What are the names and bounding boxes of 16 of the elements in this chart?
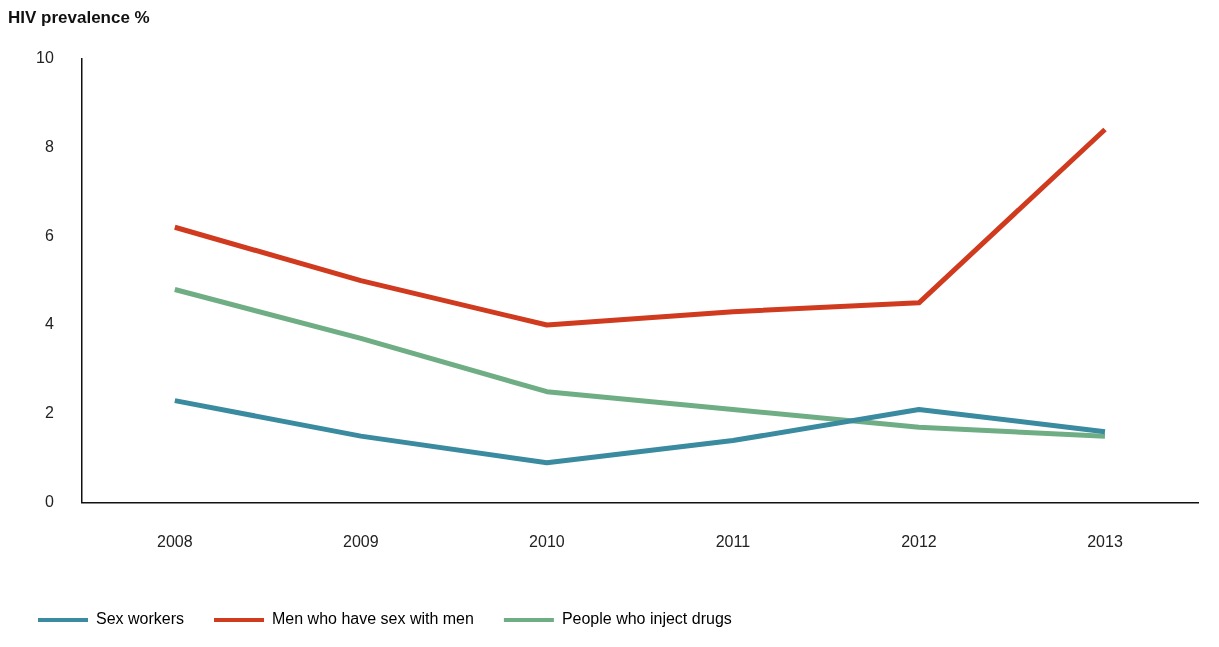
legend-label: Sex workers — [96, 610, 185, 628]
y-tick-label: 0 — [44, 493, 54, 511]
y-tick-label: 8 — [44, 137, 54, 155]
x-tick-label: 2013 — [1087, 532, 1123, 550]
y-tick-label: 2 — [44, 404, 54, 422]
x-tick-label: 2009 — [343, 532, 379, 550]
x-tick-label: 2008 — [157, 532, 193, 550]
legend-label: Men who have sex with men — [272, 610, 474, 628]
y-tick-label: 10 — [36, 48, 54, 66]
x-tick-label: 2012 — [901, 532, 937, 550]
x-tick-label: 2010 — [529, 532, 565, 550]
x-tick-label: 2011 — [715, 532, 751, 550]
y-tick-label: 6 — [44, 226, 54, 244]
y-tick-label: 4 — [44, 315, 54, 333]
chart-title: HIV prevalence % — [8, 7, 150, 27]
legend-label: People who inject drugs — [561, 610, 732, 628]
